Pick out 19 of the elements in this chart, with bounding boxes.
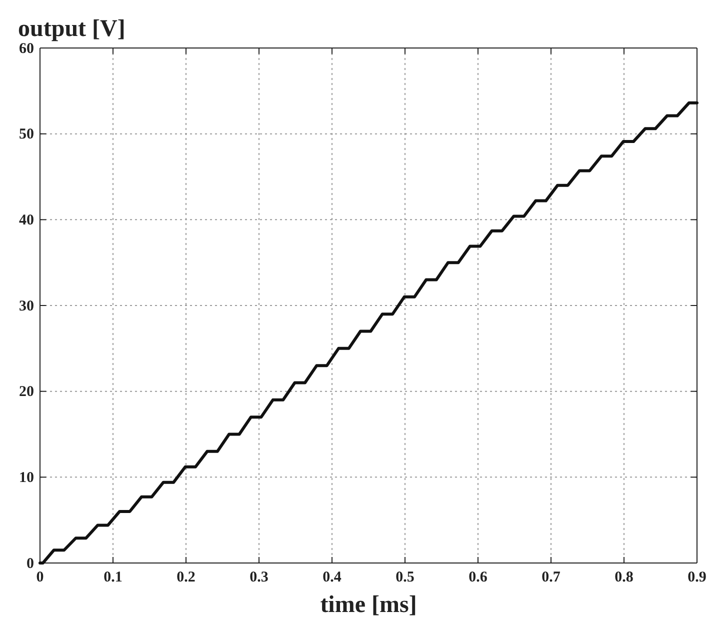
y-tick-label: 50: [19, 126, 34, 143]
y-tick-label: 0: [26, 556, 34, 572]
x-tick-label: 0.6: [468, 570, 488, 586]
x-tick-label: 0.8: [614, 570, 634, 586]
x-axis-title: time [ms]: [320, 592, 417, 618]
y-tick-label: 60: [19, 40, 34, 57]
x-tick-label: 0.4: [322, 570, 342, 586]
y-tick-label: 40: [19, 212, 34, 228]
y-tick-label: 20: [19, 384, 34, 400]
x-tick-label: 0.1: [104, 570, 122, 586]
x-tick-label: 0.9: [688, 570, 706, 586]
x-tick-label: 0: [36, 570, 44, 586]
y-tick-label: 30: [19, 298, 34, 314]
y-tick-label: 10: [19, 470, 34, 486]
chart-title: output [V]: [18, 16, 126, 42]
x-tick-label: 0.3: [250, 570, 268, 586]
x-tick-label: 0.7: [542, 570, 561, 586]
x-tick-label: 0.2: [176, 570, 196, 586]
x-tick-label: 0.5: [396, 570, 414, 586]
